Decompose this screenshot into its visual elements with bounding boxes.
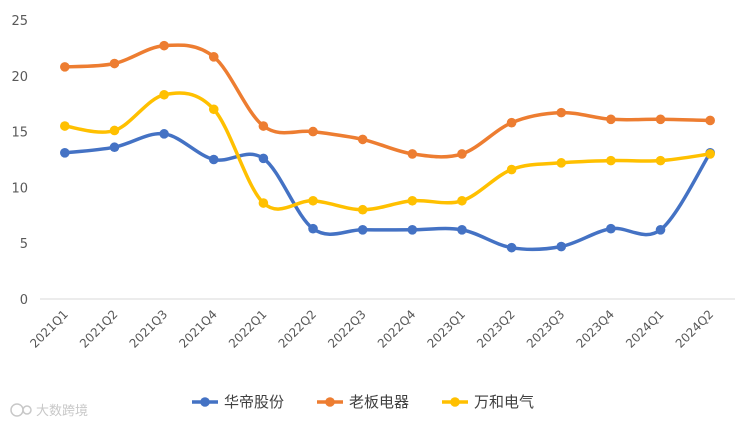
x-tick-label: 2021Q2 bbox=[77, 307, 121, 351]
x-tick-label: 2023Q4 bbox=[573, 307, 617, 351]
data-point bbox=[60, 62, 70, 72]
data-point bbox=[407, 149, 418, 159]
data-point bbox=[159, 129, 169, 139]
y-tick-label: 25 bbox=[11, 14, 28, 29]
x-tick-label: 2022Q3 bbox=[325, 307, 369, 351]
data-point bbox=[457, 225, 467, 235]
watermark: 大数跨境 bbox=[10, 403, 88, 419]
series-2 bbox=[60, 40, 715, 159]
data-point bbox=[556, 158, 567, 168]
data-point bbox=[457, 195, 467, 206]
data-point bbox=[208, 104, 219, 115]
legend-label: 老板电器 bbox=[349, 393, 409, 411]
series-lines bbox=[60, 40, 715, 253]
data-point bbox=[556, 241, 567, 252]
data-point bbox=[407, 195, 418, 206]
x-tick-label: 2023Q1 bbox=[425, 307, 469, 351]
data-point bbox=[655, 225, 666, 235]
data-point bbox=[457, 149, 467, 159]
series-3 bbox=[60, 89, 715, 215]
data-point bbox=[258, 198, 269, 208]
data-point bbox=[308, 195, 318, 206]
x-tick-label: 2021Q1 bbox=[27, 307, 71, 351]
data-point bbox=[506, 242, 517, 253]
data-point bbox=[506, 117, 517, 128]
x-tick-label: 2021Q4 bbox=[176, 307, 220, 351]
data-point bbox=[159, 40, 169, 51]
x-tick-label: 2022Q4 bbox=[375, 307, 419, 351]
data-point bbox=[258, 121, 269, 131]
data-point bbox=[655, 114, 666, 125]
legend-item: 老板电器 bbox=[317, 393, 409, 411]
legend-swatch-marker bbox=[325, 397, 335, 407]
legend-swatch-marker bbox=[450, 397, 460, 407]
data-point bbox=[705, 149, 715, 159]
data-point bbox=[60, 121, 70, 131]
x-tick-label: 2024Q2 bbox=[673, 307, 717, 351]
x-tick-label: 2023Q3 bbox=[524, 307, 568, 351]
y-tick-label: 20 bbox=[11, 70, 28, 85]
data-point bbox=[556, 107, 567, 118]
legend-item: 万和电气 bbox=[442, 393, 534, 411]
data-point bbox=[606, 114, 616, 125]
y-tick-label: 0 bbox=[20, 293, 28, 308]
y-tick-label: 5 bbox=[20, 237, 28, 252]
y-tick-label: 15 bbox=[11, 126, 28, 141]
legend-swatch-marker bbox=[200, 397, 210, 407]
series-line bbox=[63, 43, 712, 159]
x-tick-label: 2021Q3 bbox=[127, 307, 171, 351]
y-tick-label: 10 bbox=[11, 181, 28, 196]
data-point bbox=[407, 225, 418, 235]
legend: 华帝股份 老板电器 万和电气 bbox=[192, 393, 534, 411]
data-point bbox=[506, 164, 517, 175]
x-tick-label: 2024Q1 bbox=[623, 307, 667, 351]
dashuju-logo-icon bbox=[10, 403, 32, 417]
data-point bbox=[109, 125, 120, 136]
data-point bbox=[109, 142, 120, 153]
data-point bbox=[60, 148, 70, 158]
data-point bbox=[308, 126, 318, 137]
watermark-text: 大数跨境 bbox=[36, 404, 88, 419]
x-tick-label: 2022Q1 bbox=[226, 307, 270, 351]
x-tick-label: 2023Q2 bbox=[474, 307, 518, 351]
data-point bbox=[208, 154, 219, 165]
data-point bbox=[208, 52, 219, 62]
data-point bbox=[109, 58, 120, 69]
legend-label: 华帝股份 bbox=[224, 393, 284, 411]
series-line bbox=[63, 91, 712, 212]
data-point bbox=[357, 134, 368, 145]
data-point bbox=[705, 115, 715, 126]
data-point bbox=[655, 155, 666, 166]
legend-item: 华帝股份 bbox=[192, 393, 284, 411]
data-point bbox=[159, 89, 169, 100]
data-point bbox=[606, 155, 616, 166]
data-point bbox=[308, 223, 318, 234]
legend-label: 万和电气 bbox=[474, 393, 534, 411]
axes: 0 5 10 15 20 25 2021Q1 2021Q2 2021Q3 2021Q4 2022Q1… bbox=[11, 14, 735, 351]
data-point bbox=[606, 223, 616, 234]
data-point bbox=[258, 153, 269, 164]
data-point bbox=[357, 225, 368, 235]
data-point bbox=[357, 204, 368, 215]
x-tick-label: 2022Q2 bbox=[276, 307, 320, 351]
